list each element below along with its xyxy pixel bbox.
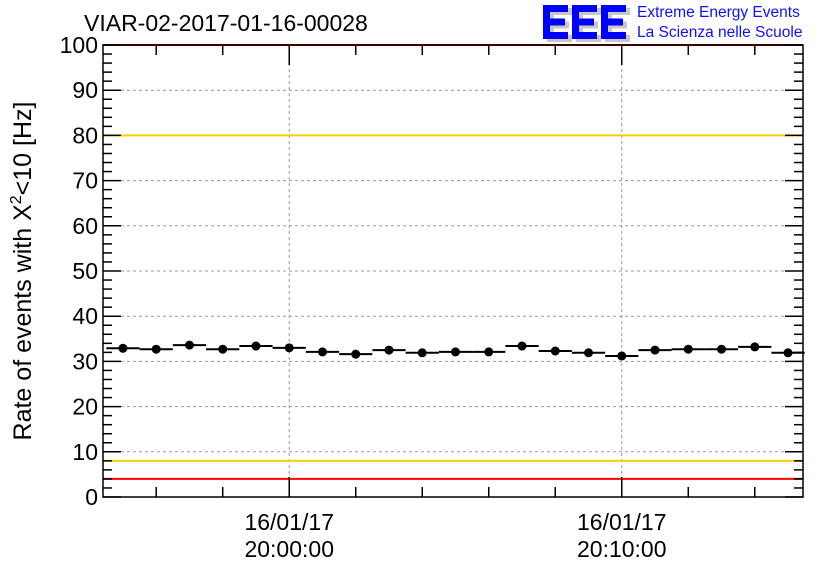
brand-text: Extreme Energy Events La Scienza nelle S… [637,3,802,43]
data-point [284,343,294,353]
x-tick-label-date: 16/01/17 [244,509,334,535]
data-point [683,344,693,354]
data-point [450,347,460,357]
logo-letter [543,5,568,39]
data-point [550,346,560,356]
y-tick-label: 20 [72,394,98,420]
data-point [650,345,660,355]
y-tick-label: 70 [72,168,98,194]
eee-logo [543,5,630,42]
data-point [351,349,361,359]
logo-letter [572,5,597,39]
y-tick-label: 80 [72,122,98,148]
data-point [118,343,128,353]
y-tick-label: 50 [72,258,98,284]
brand-line-1: Extreme Energy Events [637,4,800,21]
y-axis-label: Rate of events with X2<10 [Hz] [8,102,37,441]
data-point [484,347,494,357]
data-point [218,344,228,354]
data-point [251,341,261,351]
data-point [151,344,161,354]
data-point [717,344,727,354]
x-tick-label-date: 16/01/17 [577,509,667,535]
data-point [617,351,627,361]
y-tick-label: 60 [72,213,98,239]
brand-line-2: La Scienza nelle Scuole [637,24,803,41]
y-tick-label: 90 [72,77,98,103]
data-point [417,348,427,358]
data-point [783,348,793,358]
logo-letter [601,5,626,39]
chart-title: VIAR-02-2017-01-16-00028 [84,10,368,36]
y-tick-label: 100 [60,32,98,58]
data-point [184,340,194,350]
data-point [517,341,527,351]
y-tick-label: 0 [85,484,98,510]
data-point [317,347,327,357]
x-tick-label-time: 20:00:00 [244,536,334,562]
data-point [584,348,594,358]
y-tick-label: 40 [72,303,98,329]
y-tick-label: 30 [72,348,98,374]
data-point [750,342,760,352]
x-tick-label-time: 20:10:00 [577,536,667,562]
data-point [384,345,394,355]
y-tick-label: 10 [72,439,98,465]
